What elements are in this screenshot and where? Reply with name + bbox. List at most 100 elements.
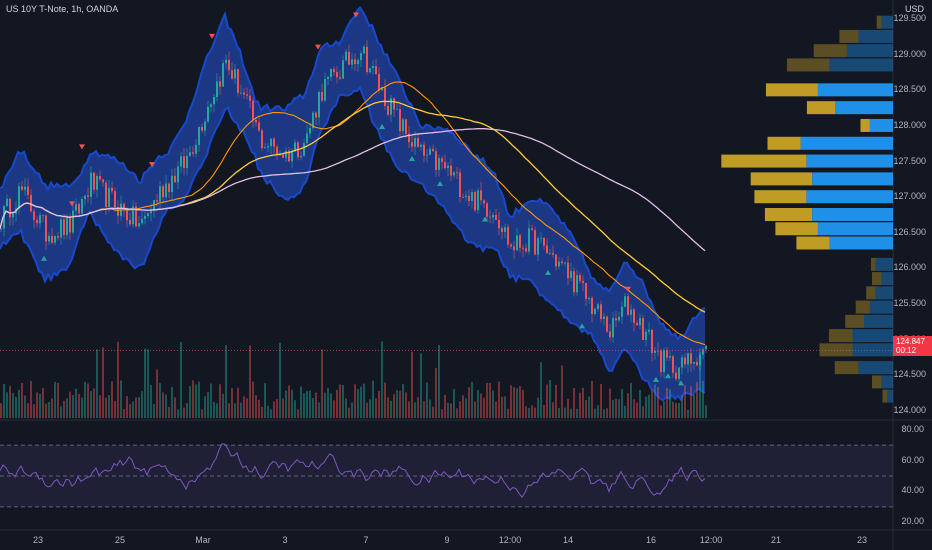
candle-body bbox=[516, 235, 518, 251]
candle-body bbox=[258, 122, 260, 131]
symbol-title[interactable]: US 10Y T-Note, 1h, OANDA bbox=[6, 4, 119, 14]
candle-body bbox=[300, 155, 302, 158]
candle-body bbox=[183, 156, 185, 168]
volume-bar bbox=[300, 386, 302, 418]
candle-body bbox=[54, 236, 56, 243]
time-tick-label: Mar bbox=[195, 535, 211, 545]
volume-bar bbox=[594, 408, 596, 418]
volume-bar bbox=[207, 392, 209, 418]
volume-bar bbox=[294, 400, 296, 418]
volume-bar bbox=[663, 401, 665, 418]
volume-bar bbox=[102, 347, 104, 418]
volume-bar bbox=[141, 391, 143, 418]
candle-body bbox=[618, 316, 620, 321]
candle-body bbox=[606, 316, 608, 332]
volume-bar bbox=[180, 341, 182, 418]
volume-bar bbox=[696, 381, 698, 418]
volume-bar bbox=[357, 389, 359, 418]
volume-bar bbox=[243, 396, 245, 418]
volume-bar bbox=[402, 384, 404, 418]
volume-bar bbox=[693, 395, 695, 418]
candle-body bbox=[33, 211, 35, 220]
sell-signal-marker bbox=[79, 144, 85, 150]
candle-body bbox=[171, 175, 173, 192]
volume-bar bbox=[690, 386, 692, 418]
candle-body bbox=[615, 318, 617, 321]
volume-bar bbox=[501, 396, 503, 418]
candle-body bbox=[153, 200, 155, 211]
candle-body bbox=[684, 357, 686, 365]
candle-body bbox=[150, 210, 152, 214]
candle-body bbox=[192, 152, 194, 154]
candle-body bbox=[399, 109, 401, 132]
candle-body bbox=[486, 203, 488, 217]
candle-body bbox=[450, 165, 452, 176]
candle-body bbox=[504, 227, 506, 232]
price-tick-label: 129.000 bbox=[893, 48, 926, 59]
candle-body bbox=[372, 66, 374, 69]
volume-bar bbox=[147, 349, 149, 418]
price-tick-label: 126.000 bbox=[893, 262, 926, 273]
buy-signal-marker bbox=[545, 269, 551, 275]
candle-body bbox=[564, 262, 566, 264]
volume-bar bbox=[600, 383, 602, 418]
candle-body bbox=[621, 306, 623, 317]
candle-body bbox=[420, 144, 422, 147]
candle-body bbox=[477, 190, 479, 211]
price-tick-label: 127.000 bbox=[893, 191, 926, 202]
candle-body bbox=[453, 172, 455, 176]
volume-bar bbox=[168, 406, 170, 418]
volume-bar bbox=[210, 383, 212, 418]
candle-body bbox=[267, 146, 269, 148]
bollinger-lower-line bbox=[0, 85, 706, 402]
volume-bar bbox=[177, 409, 179, 418]
candle-body bbox=[624, 296, 626, 307]
volume-bar bbox=[570, 408, 572, 418]
volume-profile-up bbox=[835, 101, 893, 115]
volume-bar bbox=[651, 389, 653, 418]
volume-bar bbox=[99, 395, 101, 418]
volume-bar bbox=[558, 408, 560, 418]
candle-body bbox=[99, 176, 101, 180]
candle-body bbox=[9, 198, 11, 218]
volume-bar bbox=[423, 401, 425, 418]
volume-bar bbox=[315, 392, 317, 418]
buy-signal-marker bbox=[665, 373, 671, 379]
volume-profile-up bbox=[852, 329, 893, 343]
candle-body bbox=[93, 172, 95, 190]
candle-body bbox=[702, 349, 704, 355]
candle-body bbox=[264, 147, 266, 149]
time-tick-label: 23 bbox=[856, 535, 868, 545]
candle-body bbox=[660, 350, 662, 373]
candle-body bbox=[369, 68, 371, 73]
candle-body bbox=[579, 275, 581, 281]
volume-bar bbox=[285, 390, 287, 418]
volume-bar bbox=[213, 402, 215, 418]
candle-body bbox=[216, 81, 218, 97]
volume-bar bbox=[534, 407, 536, 418]
candle-body bbox=[396, 109, 398, 111]
candle-body bbox=[69, 216, 71, 233]
volume-bar bbox=[609, 388, 611, 418]
candle-body bbox=[318, 92, 320, 118]
candle-body bbox=[666, 350, 668, 358]
candle-body bbox=[495, 214, 497, 220]
time-tick-label: 9 bbox=[444, 535, 450, 545]
candle-body bbox=[273, 138, 275, 147]
candle-body bbox=[339, 77, 341, 79]
candle-body bbox=[603, 316, 605, 320]
volume-bar bbox=[297, 409, 299, 418]
candle-body bbox=[498, 219, 500, 229]
volume-profile-down bbox=[872, 375, 882, 389]
volume-bar bbox=[699, 351, 701, 418]
volume-profile-down bbox=[860, 118, 870, 132]
volume-bar bbox=[33, 404, 35, 418]
volume-bar bbox=[234, 403, 236, 418]
volume-profile-down bbox=[796, 236, 830, 250]
candle-body bbox=[537, 238, 539, 255]
volume-bar bbox=[429, 399, 431, 418]
candle-body bbox=[675, 372, 677, 379]
candle-body bbox=[669, 356, 671, 358]
